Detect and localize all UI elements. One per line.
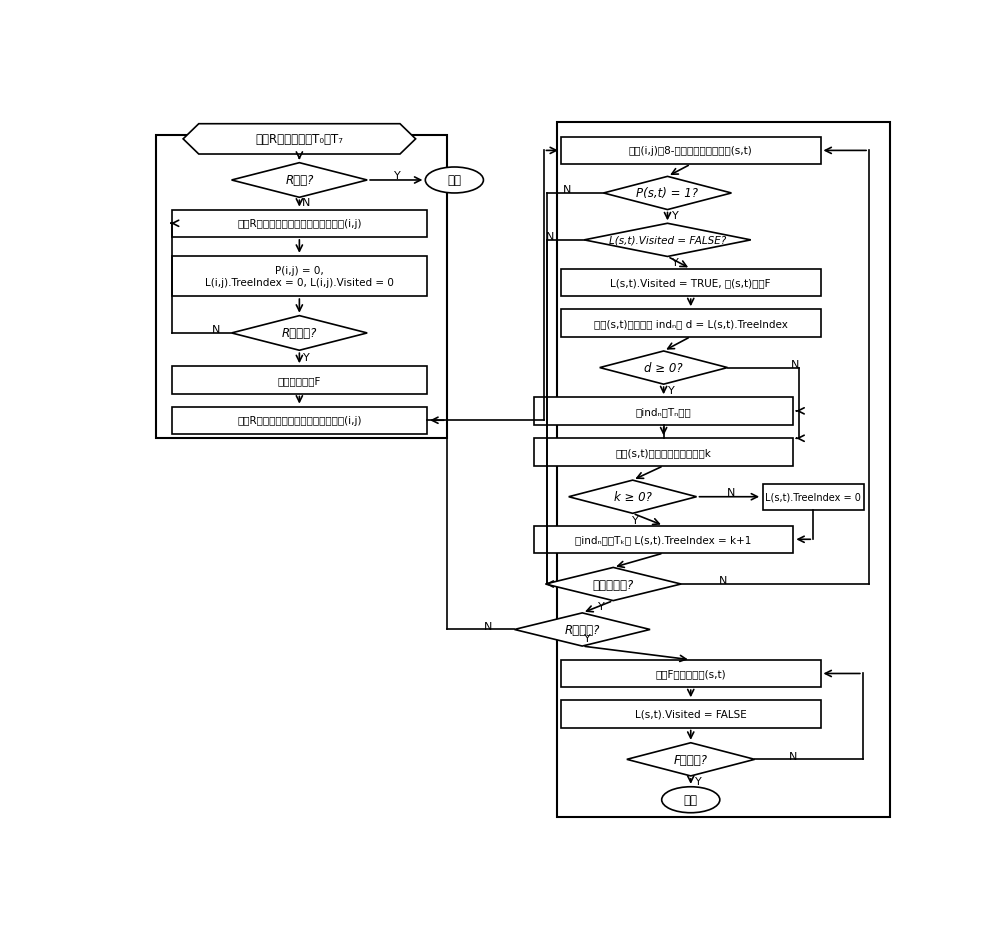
Text: k ≥ 0?: k ≥ 0? [614,490,652,504]
Text: d ≥ 0?: d ≥ 0? [644,361,683,374]
FancyBboxPatch shape [172,367,427,394]
FancyBboxPatch shape [172,211,427,238]
Text: N: N [302,198,311,208]
Text: 返回: 返回 [684,794,698,807]
Text: N: N [789,751,797,761]
Text: N: N [484,622,492,631]
Text: 遍历F中的像素点(s,t): 遍历F中的像素点(s,t) [655,668,726,679]
Text: 返回: 返回 [447,174,461,187]
Text: N: N [719,576,727,586]
Polygon shape [514,613,650,647]
Text: 将indₙ加入Tₖ， L(s,t).TreeIndex = k+1: 将indₙ加入Tₖ， L(s,t).TreeIndex = k+1 [575,534,752,545]
Polygon shape [232,316,367,351]
Text: 邻域已遍历?: 邻域已遍历? [593,578,634,591]
Text: Y: Y [695,776,702,786]
Text: Y: Y [598,602,605,612]
Text: F已遍历?: F已遍历? [674,753,708,766]
Text: L(s,t).Visited = FALSE: L(s,t).Visited = FALSE [635,709,747,719]
FancyBboxPatch shape [534,439,793,466]
Text: P(i,j) = 0,
L(i,j).TreeIndex = 0, L(i,j).Visited = 0: P(i,j) = 0, L(i,j).TreeIndex = 0, L(i,j)… [205,266,394,287]
Polygon shape [600,352,728,385]
FancyBboxPatch shape [172,256,427,297]
Text: R已遍历?: R已遍历? [565,623,600,636]
Polygon shape [183,124,416,154]
Text: 初始化空列表F: 初始化空列表F [278,375,321,386]
Text: 计算(s,t)的索引值 indₙ， d = L(s,t).TreeIndex: 计算(s,t)的索引值 indₙ， d = L(s,t).TreeIndex [594,318,788,329]
Text: Y: Y [584,634,591,643]
Text: L(s,t).TreeIndex = 0: L(s,t).TreeIndex = 0 [765,492,861,503]
Text: N: N [563,185,571,195]
Text: R为空?: R为空? [285,174,314,187]
Text: L(s,t).Visited = TRUE, 将(s,t)加入F: L(s,t).Visited = TRUE, 将(s,t)加入F [610,278,771,288]
FancyBboxPatch shape [172,407,427,434]
Polygon shape [545,568,681,601]
Text: 遍历(i,j)的8-邻域中的每个像素点(s,t): 遍历(i,j)的8-邻域中的每个像素点(s,t) [629,146,753,156]
FancyBboxPatch shape [561,138,821,165]
Text: Y: Y [668,386,675,396]
Text: R已遍历?: R已遍历? [282,327,317,340]
Text: Y: Y [672,258,679,268]
Text: N: N [791,359,800,370]
Text: L(s,t).Visited = FALSE?: L(s,t).Visited = FALSE? [609,236,726,245]
FancyBboxPatch shape [561,700,821,728]
Polygon shape [569,480,697,514]
Polygon shape [232,164,367,198]
Polygon shape [604,177,731,211]
Text: 将indₙ从Tₙ删除: 将indₙ从Tₙ删除 [636,406,692,417]
Text: 给定R、Ｐ、Ｌ、T₀～T₇: 给定R、Ｐ、Ｌ、T₀～T₇ [255,133,343,146]
Polygon shape [584,224,751,257]
Text: N: N [546,232,554,242]
Text: Y: Y [672,212,679,221]
Text: N: N [727,487,735,497]
Text: P(s,t) = 1?: P(s,t) = 1? [637,187,698,200]
Text: 遍历R中的像素点索引值并转换为坐标(i,j): 遍历R中的像素点索引值并转换为坐标(i,j) [237,219,362,229]
Text: Y: Y [394,170,401,181]
Text: Y: Y [303,352,310,362]
Text: 遍历R中的像素点索引值并转换为坐标(i,j): 遍历R中的像素点索引值并转换为坐标(i,j) [237,416,362,426]
FancyBboxPatch shape [561,270,821,297]
FancyBboxPatch shape [561,660,821,687]
Text: 计算(s,t)对应的红黑树索引值k: 计算(s,t)对应的红黑树索引值k [616,447,712,458]
FancyBboxPatch shape [561,310,821,337]
Ellipse shape [425,168,483,194]
Text: N: N [212,325,221,335]
Ellipse shape [662,787,720,812]
Polygon shape [627,743,755,776]
Text: Y: Y [632,515,638,525]
FancyBboxPatch shape [534,398,793,425]
FancyBboxPatch shape [534,526,793,553]
FancyBboxPatch shape [763,484,864,510]
